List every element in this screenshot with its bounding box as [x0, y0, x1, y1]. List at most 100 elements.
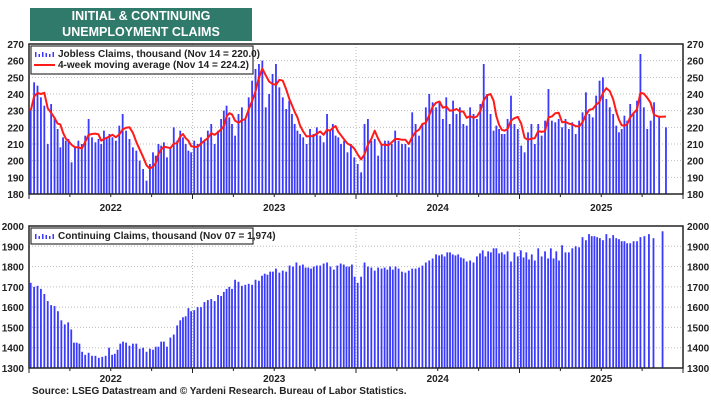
bar: [103, 130, 105, 194]
bar: [184, 144, 187, 194]
y-tick-label-left: 190: [7, 173, 24, 184]
bar: [190, 311, 193, 368]
moving-average-line: [29, 67, 667, 170]
bar: [222, 110, 225, 194]
bar: [438, 255, 441, 368]
bar: [247, 97, 250, 194]
bar: [446, 252, 449, 368]
x-tick-label: 2025: [590, 203, 613, 214]
bar: [525, 252, 528, 368]
bar: [626, 120, 629, 194]
bar: [495, 125, 498, 194]
legend-bar-swatch: [45, 53, 47, 57]
bar: [334, 135, 337, 194]
bar: [516, 129, 519, 194]
bar: [247, 283, 250, 368]
bar: [404, 272, 407, 368]
y-tick-label-right: 1800: [687, 263, 710, 274]
bar: [231, 288, 233, 368]
bar: [36, 85, 39, 194]
bar: [489, 114, 492, 194]
bar: [67, 322, 70, 368]
bar: [623, 115, 626, 194]
bar: [50, 104, 53, 194]
bar: [234, 135, 236, 194]
bar: [176, 140, 179, 194]
bar: [278, 87, 281, 194]
bar: [319, 135, 322, 194]
bar: [63, 324, 66, 368]
bar: [608, 238, 611, 368]
y-tick-label-left: 240: [7, 90, 24, 101]
bar: [428, 260, 431, 368]
bar: [285, 271, 288, 368]
bar: [145, 351, 148, 368]
y-tick-label-right: 1500: [687, 323, 710, 334]
bar: [342, 264, 345, 368]
bar: [602, 77, 604, 194]
bar: [108, 134, 111, 194]
y-tick-label-left: 1400: [2, 344, 25, 355]
bar: [251, 284, 254, 368]
y-tick-label-left: 180: [7, 190, 24, 201]
bar: [157, 144, 160, 194]
bar: [639, 237, 642, 368]
bar: [329, 266, 332, 368]
bar: [492, 248, 495, 368]
bar: [301, 264, 304, 368]
bar: [440, 254, 443, 368]
bar: [315, 265, 318, 368]
bar: [550, 120, 553, 194]
bar: [196, 307, 199, 368]
bar: [81, 351, 84, 368]
bar: [100, 144, 103, 194]
bar: [87, 119, 90, 194]
bar: [122, 341, 124, 368]
bar: [629, 243, 632, 368]
bar: [591, 117, 594, 194]
bar: [649, 120, 652, 194]
bar: [200, 137, 202, 194]
y-tick-label-left: 200: [7, 157, 24, 168]
bar: [184, 316, 187, 368]
bar: [476, 256, 478, 368]
bar: [332, 269, 335, 368]
legend: Jobless Claims, thousand (Nov 14 = 220.0…: [30, 45, 260, 75]
bar: [53, 117, 56, 194]
bar: [275, 64, 277, 194]
bar: [367, 119, 369, 194]
bar: [187, 308, 190, 368]
bar: [407, 147, 410, 194]
bar: [513, 124, 516, 194]
bar: [487, 251, 490, 368]
legend-box: [30, 45, 254, 75]
bar: [360, 276, 363, 368]
y-tick-label-right: 230: [687, 107, 704, 118]
bar: [567, 129, 570, 194]
bar: [291, 114, 293, 194]
bar: [533, 260, 536, 368]
bar: [43, 293, 46, 368]
bar: [620, 241, 623, 368]
bar: [104, 355, 107, 368]
bar: [574, 246, 577, 368]
bar: [544, 120, 546, 194]
bar: [455, 114, 458, 194]
bar: [498, 129, 500, 194]
y-tick-label-left: 1500: [2, 323, 25, 334]
y-tick-label-left: 210: [7, 140, 24, 151]
x-tick-label: 2023: [263, 203, 286, 214]
bar: [479, 104, 482, 194]
bar: [222, 291, 225, 368]
legend-bar-swatch: [35, 234, 37, 239]
bar: [472, 262, 475, 368]
bar: [479, 253, 481, 368]
bar: [138, 348, 141, 368]
bar: [498, 253, 500, 368]
bar: [401, 271, 403, 368]
x-tick-label: 2023: [263, 374, 286, 385]
bar: [349, 144, 352, 194]
bar: [67, 139, 70, 194]
y-tick-label-left: 1600: [2, 303, 25, 314]
